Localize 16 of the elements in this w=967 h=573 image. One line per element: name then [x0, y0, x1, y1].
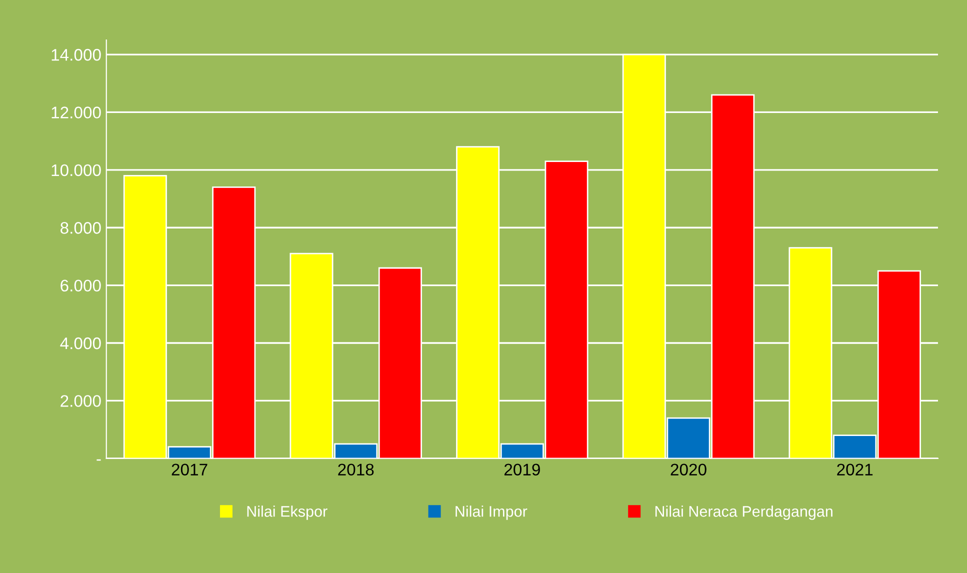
y-tick-label: 12.000 [52, 106, 101, 118]
x-tick-label: 2019 [504, 464, 540, 476]
y-tick-label: 10.000 [52, 164, 101, 176]
y-tick-label: 14.000 [52, 48, 101, 61]
legend-label: Nilai Neraca Perdagangan [655, 506, 832, 520]
legend-label: Nilai Impor [456, 506, 528, 520]
y-tick-label: 4.000 [60, 337, 101, 350]
legend-label: Nilai Ekspor [247, 506, 328, 520]
y-tick-label: - [96, 459, 101, 461]
y-tick-label: 2.000 [60, 395, 101, 407]
y-tick-label: 8.000 [60, 222, 101, 234]
x-tick-label: 2020 [670, 464, 706, 476]
y-tick-label: 6.000 [60, 280, 101, 292]
x-tick-label: 2018 [338, 464, 374, 476]
x-tick-label: 2021 [837, 464, 873, 476]
x-tick-label: 2017 [172, 464, 208, 476]
